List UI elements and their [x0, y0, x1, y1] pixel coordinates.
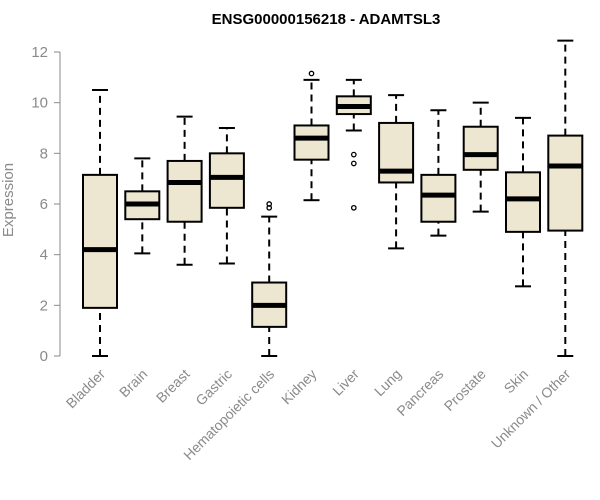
box-bladder	[82, 89, 118, 357]
box-gastric	[208, 127, 245, 265]
y-tick-label: 12	[31, 44, 48, 61]
box-iqr	[166, 159, 203, 223]
box-iqr	[293, 124, 330, 161]
box-skin	[505, 116, 541, 288]
box-pancreas	[420, 109, 457, 237]
x-tick-label: Breast	[153, 366, 193, 406]
x-tick-label: Skin	[501, 366, 532, 397]
y-tick-label: 4	[40, 247, 48, 264]
outlier-point	[350, 151, 357, 158]
y-tick-label: 2	[40, 297, 48, 314]
box-hematopoietic-cells	[251, 201, 288, 357]
box-iqr	[462, 125, 499, 171]
y-tick-label: 0	[40, 348, 48, 365]
box-iqr	[547, 134, 584, 232]
box-breast	[166, 115, 203, 266]
chart-title: ENSG00000156218 - ADAMTSL3	[212, 11, 441, 28]
x-tick-label: Liver	[329, 366, 362, 399]
x-tick-label: Pancreas	[393, 366, 446, 419]
y-tick-label: 10	[31, 95, 48, 112]
y-axis-label: Expression	[0, 163, 17, 237]
x-tick-label: Brain	[116, 366, 150, 400]
box-liver	[335, 78, 372, 211]
y-axis: 0 2 4 6 8 10 12	[31, 44, 61, 365]
x-tick-label: Kidney	[278, 366, 320, 408]
box-lung	[378, 94, 415, 250]
box-kidney	[293, 70, 330, 202]
y-tick-label: 6	[40, 196, 48, 213]
x-tick-label: Unknown / Other	[488, 366, 574, 452]
box-brain	[124, 157, 161, 255]
box-prostate	[462, 101, 499, 213]
x-tick-label: Bladder	[63, 366, 109, 412]
outlier-point	[350, 204, 357, 211]
x-tick-label: Prostate	[441, 366, 489, 414]
box-iqr	[420, 173, 457, 223]
outlier-point	[308, 70, 315, 77]
boxes	[82, 39, 584, 357]
box-iqr	[208, 152, 245, 209]
box-iqr	[505, 171, 541, 233]
box-unknown-other	[547, 39, 584, 357]
box-iqr	[82, 173, 118, 309]
x-tick-label: Lung	[371, 366, 404, 399]
y-tick-label: 8	[40, 145, 48, 162]
outlier-point	[350, 160, 357, 167]
outlier-point	[266, 201, 273, 207]
